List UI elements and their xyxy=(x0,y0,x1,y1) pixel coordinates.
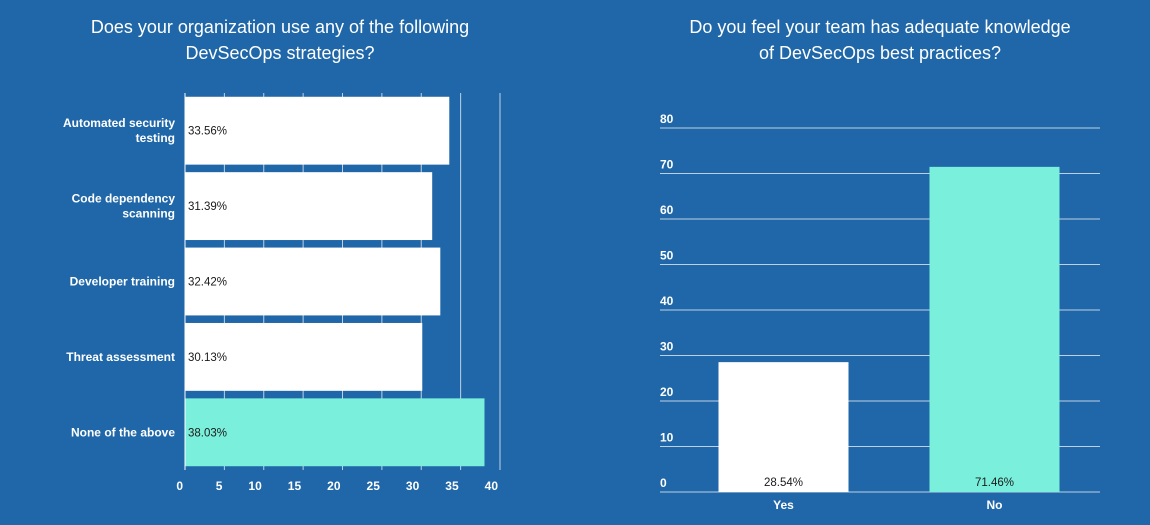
bar-yes xyxy=(718,362,849,492)
left-chart-title-line-1: Does your organization use any of the fo… xyxy=(90,17,470,37)
y-tick-label: 0 xyxy=(660,476,667,490)
category-label: Automated security xyxy=(63,116,175,130)
right-chart-title: Do you feel your team has adequate knowl… xyxy=(630,14,1130,66)
y-tick-label: 50 xyxy=(660,249,674,263)
category-label: Developer training xyxy=(70,275,175,289)
bar-value-label: 28.54% xyxy=(764,477,803,489)
x-tick-label: 5 xyxy=(216,479,223,493)
y-tick-label: 80 xyxy=(660,112,674,126)
category-label: Code dependency xyxy=(72,192,176,206)
left-chart-title-line-2: DevSecOps strategies? xyxy=(185,43,375,63)
x-tick-label: 30 xyxy=(406,479,420,493)
bar-1 xyxy=(185,96,450,165)
x-tick-label: 10 xyxy=(248,479,262,493)
x-category-label: No xyxy=(987,498,1003,512)
right-chart-title-line-2: of DevSecOps best practices? xyxy=(758,43,1002,63)
category-label: testing xyxy=(136,131,175,145)
y-tick-label: 70 xyxy=(660,158,674,172)
y-tick-label: 60 xyxy=(660,203,674,217)
y-tick-label: 10 xyxy=(660,431,674,445)
category-label: scanning xyxy=(122,207,175,221)
x-tick-label: 20 xyxy=(327,479,341,493)
left-chart-title: Does your organization use any of the fo… xyxy=(40,14,520,66)
bar-3 xyxy=(185,247,441,316)
y-tick-label: 20 xyxy=(660,385,674,399)
bar-2 xyxy=(185,172,433,241)
x-tick-label: 35 xyxy=(445,479,459,493)
bar-value-label: 30.13% xyxy=(188,352,227,364)
bar-no xyxy=(929,166,1060,492)
bar-4 xyxy=(185,322,423,391)
bar-value-label: 38.03% xyxy=(188,427,227,439)
x-tick-label: 15 xyxy=(288,479,302,493)
bar-5 xyxy=(185,398,485,467)
y-tick-label: 30 xyxy=(660,340,674,354)
bar-value-label: 31.39% xyxy=(188,201,227,213)
bar-value-label: 71.46% xyxy=(975,477,1014,489)
y-tick-label: 40 xyxy=(660,294,674,308)
x-tick-label: 40 xyxy=(485,479,499,493)
bar-value-label: 33.56% xyxy=(188,126,227,138)
category-label: Threat assessment xyxy=(66,350,175,364)
x-tick-label: 25 xyxy=(367,479,381,493)
category-label: None of the above xyxy=(71,425,175,439)
x-tick-label: 0 xyxy=(176,479,183,493)
right-chart-title-line-1: Do you feel your team has adequate knowl… xyxy=(689,17,1071,37)
x-category-label: Yes xyxy=(773,498,794,512)
bar-value-label: 32.42% xyxy=(188,277,227,289)
